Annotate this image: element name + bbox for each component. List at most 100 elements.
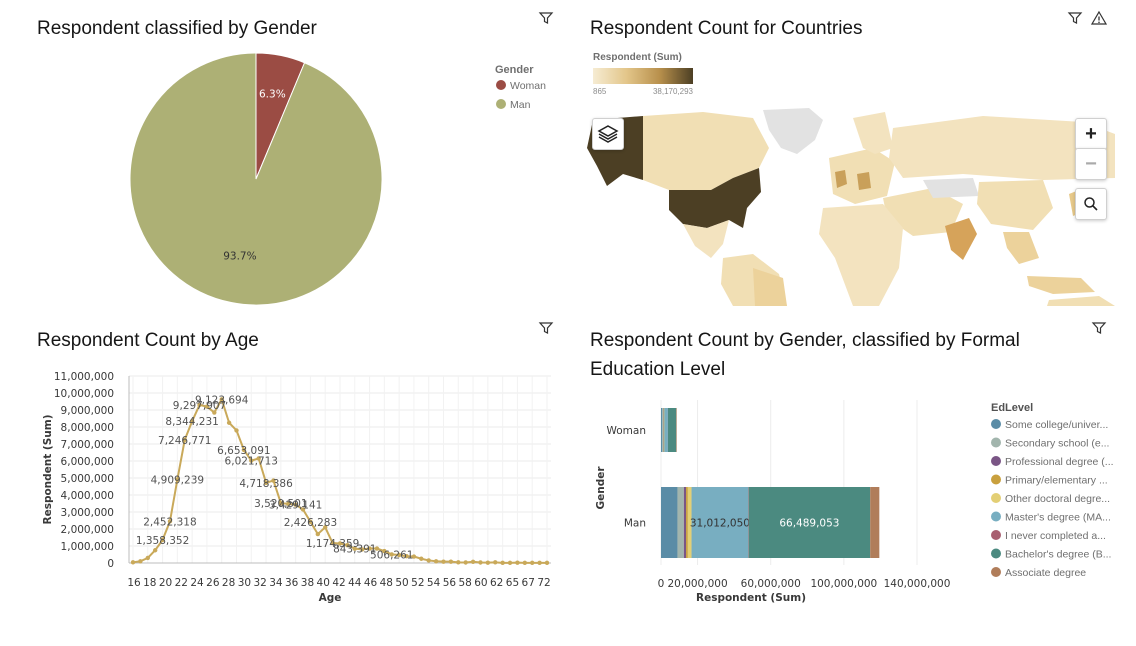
age-data-point[interactable] — [197, 402, 202, 408]
filter-icon[interactable] — [538, 10, 554, 26]
age-data-point[interactable] — [345, 542, 350, 548]
bar-segment[interactable] — [664, 408, 668, 452]
age-data-point[interactable] — [175, 477, 180, 482]
pie-legend-label: Woman — [510, 80, 546, 92]
bar-segment[interactable] — [683, 487, 687, 558]
age-data-point[interactable] — [485, 560, 491, 565]
age-data-point[interactable] — [138, 559, 143, 564]
age-data-point[interactable] — [367, 546, 372, 551]
edu-legend-swatch — [991, 548, 1001, 559]
layers-icon — [597, 125, 619, 143]
age-data-point[interactable] — [382, 548, 387, 554]
zoom-in-button[interactable]: + — [1075, 118, 1107, 150]
filter-icon[interactable] — [538, 320, 554, 336]
pie-slice-man[interactable] — [129, 52, 383, 306]
age-data-point[interactable] — [182, 437, 187, 443]
age-data-point[interactable] — [463, 560, 468, 565]
age-data-point[interactable] — [396, 552, 402, 558]
age-data-point[interactable] — [537, 560, 542, 566]
age-data-point[interactable] — [315, 531, 321, 537]
pie-legend-label: Man — [510, 99, 531, 111]
age-data-point[interactable] — [308, 519, 313, 524]
age-data-point[interactable] — [352, 546, 357, 551]
age-data-point[interactable] — [411, 554, 417, 559]
bar-segment[interactable] — [748, 487, 749, 558]
age-data-point[interactable] — [433, 559, 439, 564]
map-search-button[interactable] — [1075, 188, 1107, 220]
x-tick-label: 20 — [159, 577, 172, 589]
age-data-point[interactable] — [145, 555, 150, 561]
age-data-point[interactable] — [441, 559, 446, 564]
age-data-point[interactable] — [404, 554, 409, 559]
bar-segment[interactable] — [661, 408, 663, 452]
bar-segment[interactable] — [748, 487, 871, 558]
age-data-point[interactable] — [263, 480, 269, 485]
bar-segment[interactable] — [686, 487, 688, 558]
age-data-point[interactable] — [286, 501, 291, 507]
pie-slice-label: 6.3% — [259, 88, 286, 100]
age-data-point[interactable] — [374, 546, 380, 551]
age-data-point[interactable] — [219, 397, 224, 402]
layers-button[interactable] — [592, 118, 624, 150]
age-data-point[interactable] — [256, 456, 261, 461]
age-data-point[interactable] — [234, 428, 239, 433]
age-data-point[interactable] — [152, 548, 158, 553]
age-data-point[interactable] — [359, 547, 365, 552]
age-data-point[interactable] — [241, 447, 247, 453]
age-data-point[interactable] — [478, 560, 483, 565]
bar-segment[interactable] — [661, 487, 678, 558]
age-data-point[interactable] — [330, 540, 335, 546]
age-data-point[interactable] — [204, 404, 210, 409]
age-data-point[interactable] — [456, 560, 461, 565]
age-data-point[interactable] — [226, 420, 232, 425]
age-data-point[interactable] — [448, 559, 454, 564]
world-map[interactable] — [583, 108, 1115, 306]
age-data-point[interactable] — [544, 560, 550, 566]
age-data-point[interactable] — [212, 410, 217, 415]
age-data-point[interactable] — [293, 502, 298, 507]
age-data-label: 4,909,239 — [151, 475, 204, 487]
age-data-point[interactable] — [500, 560, 505, 566]
age-data-point[interactable] — [271, 478, 276, 483]
age-data-point[interactable] — [515, 560, 520, 565]
x-tick-label: 100,000,000 — [810, 578, 877, 590]
age-data-point[interactable] — [300, 507, 306, 512]
age-data-label: 6,021,713 — [225, 456, 278, 468]
age-data-point[interactable] — [522, 560, 528, 566]
x-tick-label: 62 — [490, 577, 503, 589]
y-tick-label: 5,000,000 — [61, 473, 114, 485]
filter-icon[interactable] — [1091, 320, 1107, 336]
age-data-point[interactable] — [493, 560, 498, 565]
x-tick-label: 140,000,000 — [884, 578, 951, 590]
map-country-mexico — [683, 220, 729, 258]
bar-segment[interactable] — [663, 408, 665, 452]
bar-segment[interactable] — [691, 487, 749, 558]
age-data-point[interactable] — [323, 525, 328, 530]
age-data-point[interactable] — [160, 537, 165, 543]
zoom-out-button[interactable]: − — [1075, 148, 1107, 180]
x-tick-label: 72 — [537, 577, 550, 589]
age-data-point[interactable] — [130, 560, 136, 565]
bar-segment[interactable] — [870, 487, 880, 558]
age-data-point[interactable] — [470, 559, 476, 565]
bar-segment[interactable] — [676, 408, 677, 452]
age-data-point[interactable] — [530, 560, 535, 566]
age-data-point[interactable] — [507, 560, 513, 566]
bar-segment[interactable] — [662, 408, 664, 452]
map-legend-min: 865 — [593, 87, 607, 96]
age-data-point[interactable] — [249, 458, 254, 463]
age-data-point[interactable] — [189, 418, 195, 424]
warning-icon[interactable] — [1091, 10, 1107, 26]
age-data-point[interactable] — [278, 500, 284, 506]
filter-icon[interactable] — [1067, 10, 1083, 26]
bar-segment[interactable] — [687, 487, 692, 558]
age-data-point[interactable] — [167, 519, 173, 524]
bar-segment[interactable] — [677, 487, 684, 558]
age-data-point[interactable] — [337, 541, 343, 546]
age-data-point[interactable] — [426, 558, 431, 563]
age-data-point[interactable] — [389, 552, 394, 557]
x-tick-label: 56 — [443, 577, 457, 589]
bar-segment[interactable] — [668, 408, 677, 452]
x-tick-label: 36 — [285, 577, 299, 589]
age-data-point[interactable] — [419, 556, 424, 561]
